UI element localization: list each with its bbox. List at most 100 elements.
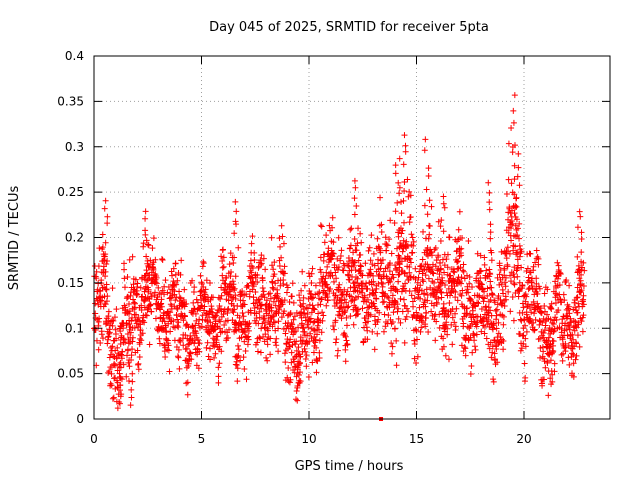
data-point	[180, 317, 187, 324]
data-point	[249, 233, 256, 240]
data-point	[281, 297, 288, 304]
y-tick-label: 0.3	[65, 140, 84, 154]
data-point	[468, 363, 475, 370]
data-point	[323, 232, 330, 239]
data-point	[521, 360, 528, 367]
data-point	[541, 302, 548, 309]
data-point	[490, 378, 497, 385]
data-point	[365, 247, 372, 254]
data-point	[367, 311, 374, 318]
data-point	[573, 340, 580, 347]
data-point	[180, 342, 187, 349]
data-point	[257, 349, 264, 356]
data-point	[114, 367, 121, 374]
data-point	[240, 313, 247, 320]
data-point	[358, 280, 365, 287]
data-point	[348, 298, 355, 305]
data-point	[411, 337, 418, 344]
data-point	[369, 261, 376, 268]
data-point	[338, 297, 345, 304]
data-point	[413, 359, 420, 366]
data-point	[435, 295, 442, 302]
data-point	[303, 352, 310, 359]
data-point	[352, 242, 359, 249]
data-point	[162, 354, 169, 361]
data-point	[458, 245, 465, 252]
data-point	[175, 319, 182, 326]
data-point	[487, 339, 494, 346]
data-point	[408, 231, 415, 238]
data-point	[340, 267, 347, 274]
y-tick-label: 0.2	[65, 231, 84, 245]
data-point	[501, 267, 508, 274]
data-point	[265, 327, 272, 334]
data-point	[227, 250, 234, 257]
data-point	[488, 257, 495, 264]
x-tick-label: 20	[516, 432, 531, 446]
data-point	[106, 322, 113, 329]
data-point	[312, 282, 319, 289]
data-point	[286, 299, 293, 306]
data-point	[462, 345, 469, 352]
data-point	[578, 318, 585, 325]
data-point	[141, 298, 148, 305]
data-point	[467, 371, 474, 378]
data-point	[99, 335, 106, 342]
data-point	[98, 331, 105, 338]
data-point	[295, 344, 302, 351]
data-point	[306, 316, 313, 323]
data-point	[126, 356, 133, 363]
data-point	[495, 292, 502, 299]
data-point	[401, 339, 408, 346]
data-point	[125, 359, 132, 366]
data-point	[345, 262, 352, 269]
data-point	[540, 348, 547, 355]
data-point	[281, 350, 288, 357]
data-point	[514, 232, 521, 239]
data-point	[408, 292, 415, 299]
data-point	[395, 305, 402, 312]
data-point	[557, 269, 564, 276]
data-point	[447, 290, 454, 297]
data-point	[317, 269, 324, 276]
data-point	[298, 314, 305, 321]
data-point	[386, 236, 393, 243]
data-point	[102, 251, 109, 258]
data-point	[270, 298, 277, 305]
data-point	[137, 284, 144, 291]
data-point	[574, 294, 581, 301]
data-point	[285, 364, 292, 371]
data-point	[548, 305, 555, 312]
data-point	[316, 337, 323, 344]
data-point	[398, 230, 405, 237]
data-point	[284, 284, 291, 291]
data-point	[152, 256, 159, 263]
data-point	[388, 250, 395, 257]
data-point	[476, 292, 483, 299]
data-point	[260, 255, 267, 262]
data-point	[507, 225, 514, 232]
data-point	[296, 369, 303, 376]
data-point	[327, 285, 334, 292]
data-point	[364, 296, 371, 303]
data-point	[511, 274, 518, 281]
data-point	[232, 319, 239, 326]
data-point	[432, 263, 439, 270]
data-point	[233, 361, 240, 368]
data-point	[337, 252, 344, 259]
data-point	[102, 268, 109, 275]
data-point	[462, 352, 469, 359]
data-point	[348, 225, 355, 232]
data-point	[127, 329, 134, 336]
data-point	[452, 323, 459, 330]
data-point	[310, 319, 317, 326]
data-point	[201, 303, 208, 310]
data-point	[487, 235, 494, 242]
data-point	[383, 247, 390, 254]
data-point	[477, 252, 484, 259]
data-point	[514, 173, 521, 180]
data-point	[537, 354, 544, 361]
data-point	[258, 252, 265, 259]
data-point	[452, 294, 459, 301]
data-point	[268, 234, 275, 241]
